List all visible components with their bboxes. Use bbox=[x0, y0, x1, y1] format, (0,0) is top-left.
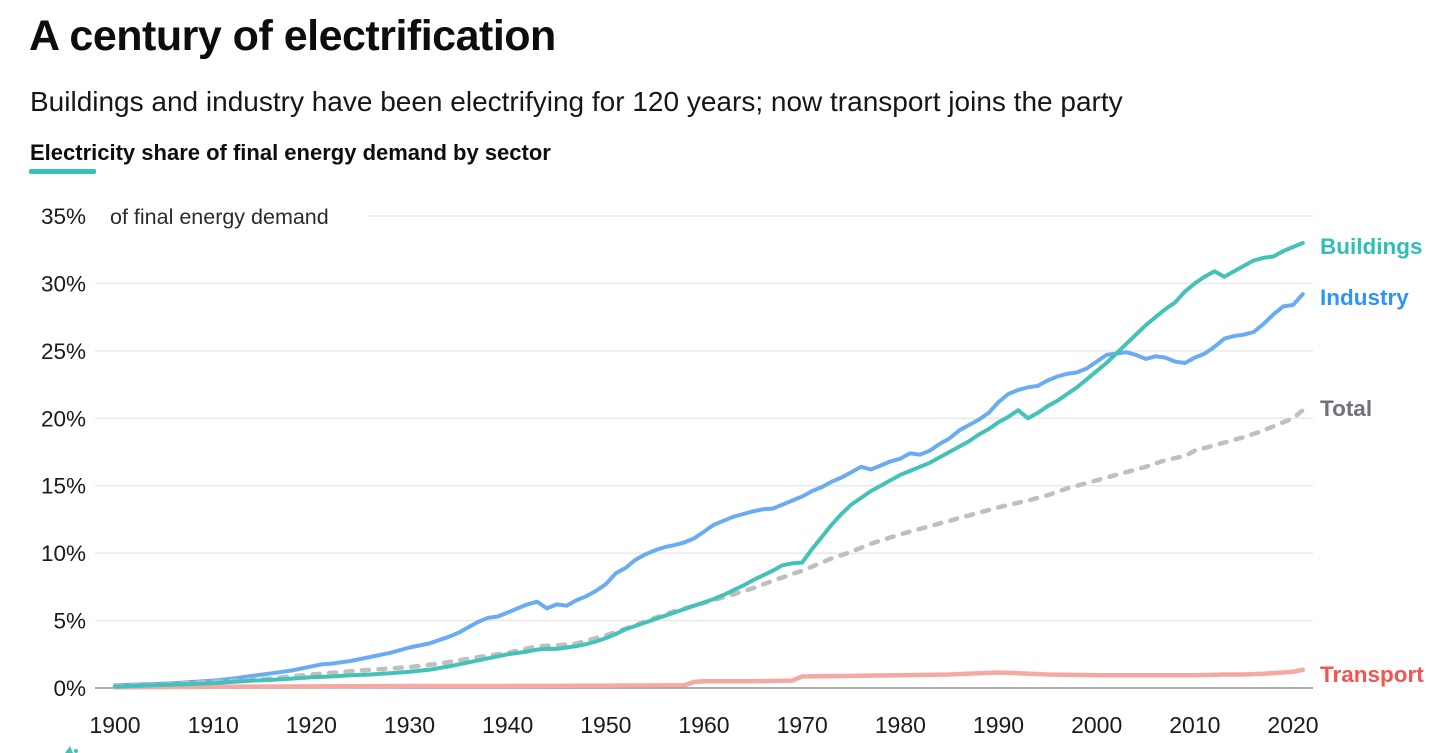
unit-annotation: of final energy demand bbox=[110, 205, 329, 229]
series-line-total bbox=[112, 407, 1306, 689]
y-tick-label: 20% bbox=[41, 406, 86, 431]
series-label-industry: Industry bbox=[1320, 285, 1409, 310]
series-label-buildings: Buildings bbox=[1320, 234, 1423, 259]
chart-heading: Electricity share of final energy demand… bbox=[30, 140, 551, 165]
y-tick-label: 25% bbox=[41, 339, 86, 364]
cropped-attribution-mark bbox=[65, 746, 78, 753]
page-title: A century of electrification bbox=[29, 12, 556, 60]
x-axis-labels: 1900 1910 1920 1930 1940 1950 1960 1970 1980 1990… bbox=[89, 712, 1318, 738]
x-tick-label: 1950 bbox=[580, 712, 631, 738]
heading-accent-underline bbox=[29, 169, 96, 174]
y-tick-label: 5% bbox=[53, 609, 86, 634]
series-line-buildings bbox=[113, 241, 1305, 689]
series-line-industry bbox=[113, 292, 1305, 688]
x-tick-label: 1960 bbox=[678, 712, 729, 738]
x-tick-label: 1990 bbox=[973, 712, 1024, 738]
x-tick-label: 2010 bbox=[1169, 712, 1220, 738]
x-tick-label: 1920 bbox=[286, 712, 337, 738]
y-tick-label: 35% bbox=[41, 204, 86, 229]
x-tick-label: 1970 bbox=[777, 712, 828, 738]
page-subtitle: Buildings and industry have been electri… bbox=[30, 86, 1123, 117]
series-end-labels: Transport Industry Total Buildings bbox=[1320, 234, 1424, 687]
y-axis-labels: 0% 5% 10% 15% 20% 25% 30% 35% bbox=[41, 204, 86, 701]
x-tick-label: 2000 bbox=[1071, 712, 1122, 738]
series-label-transport: Transport bbox=[1320, 662, 1424, 687]
y-tick-label: 0% bbox=[53, 676, 86, 701]
x-tick-label: 1910 bbox=[188, 712, 239, 738]
y-tick-label: 10% bbox=[41, 541, 86, 566]
y-tick-label: 30% bbox=[41, 271, 86, 296]
y-tick-label: 15% bbox=[41, 474, 86, 499]
gridlines bbox=[95, 215, 1313, 689]
series-line-transport bbox=[112, 667, 1306, 690]
series-label-total: Total bbox=[1320, 396, 1372, 421]
x-tick-label: 1940 bbox=[482, 712, 533, 738]
x-tick-label: 1900 bbox=[89, 712, 140, 738]
x-tick-label: 1980 bbox=[875, 712, 926, 738]
x-tick-label: 2020 bbox=[1267, 712, 1318, 738]
x-tick-label: 1930 bbox=[384, 712, 435, 738]
series-lines bbox=[112, 241, 1306, 690]
